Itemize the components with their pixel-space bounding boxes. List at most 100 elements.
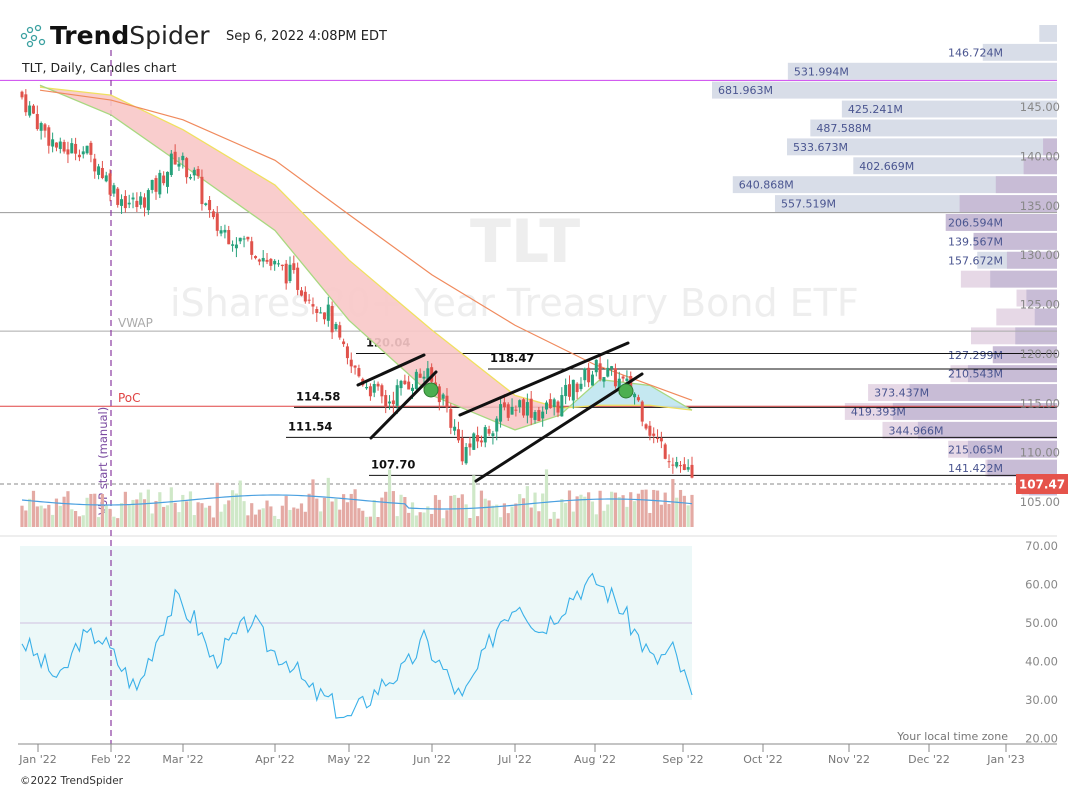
price-axis-label: 125.00 — [1020, 298, 1060, 312]
candle-down — [445, 395, 449, 408]
candle-down — [368, 386, 372, 397]
volume-bar — [422, 512, 426, 527]
candle-up — [127, 202, 131, 205]
candle-up — [464, 447, 468, 464]
volume-bar — [590, 501, 595, 527]
volume-bar — [594, 514, 598, 527]
volume-bar — [564, 502, 568, 527]
candle-up — [188, 177, 192, 179]
candle-down — [66, 149, 70, 155]
volume-bar — [407, 512, 411, 527]
candle-down — [621, 376, 625, 379]
candle-up — [177, 163, 181, 167]
price-axis-label: 115.00 — [1020, 396, 1060, 410]
candle-up — [395, 385, 399, 406]
candle-down — [162, 175, 166, 184]
volume-bar — [387, 469, 392, 527]
candle-down — [648, 425, 652, 436]
candle-down — [173, 151, 177, 165]
volume-profile-recent-bar — [917, 421, 1057, 439]
price-level-label: 111.54 — [288, 419, 332, 433]
volume-bar — [414, 515, 418, 527]
vbp-start-label: VbP start (manual) — [96, 407, 110, 515]
watermark-symbol: TLT — [470, 207, 580, 277]
candle-up — [146, 190, 150, 211]
candle-up — [411, 387, 415, 391]
volume-bar — [453, 495, 457, 527]
candle-down — [437, 386, 441, 403]
candle-up — [564, 384, 568, 397]
volume-bar — [139, 492, 143, 527]
candle-down — [307, 299, 311, 301]
cloud-bearish — [40, 85, 560, 430]
candle-down — [311, 304, 315, 307]
volume-bar — [47, 504, 51, 527]
volume-bar — [250, 503, 254, 527]
candle-up — [399, 380, 403, 389]
volume-bar — [430, 513, 434, 527]
candle-down — [24, 94, 28, 113]
volume-bar — [487, 500, 491, 527]
volume-bar — [158, 492, 162, 527]
volume-bar — [330, 501, 334, 527]
volume-bar — [81, 515, 85, 527]
timezone-note[interactable]: Your local time zone — [896, 730, 1008, 743]
volume-bar — [602, 510, 606, 527]
candle-down — [208, 200, 212, 211]
volume-bar — [506, 513, 510, 527]
volume-bar — [476, 516, 480, 527]
candle-up — [633, 393, 637, 398]
volume-bar — [311, 479, 315, 527]
rsi-line — [21, 572, 693, 719]
candle-down — [269, 258, 273, 266]
volume-bar — [468, 517, 472, 527]
volume-bar — [296, 508, 300, 527]
price-axis-label: 140.00 — [1020, 149, 1060, 163]
candle-down — [575, 383, 579, 393]
candle-down — [196, 168, 200, 176]
volume-profile-label: 487.588M — [816, 122, 871, 135]
candle-up — [552, 399, 556, 408]
candle-down — [640, 401, 644, 422]
volume-bar — [682, 495, 686, 527]
candle-down — [74, 143, 78, 154]
candle-up — [165, 171, 169, 187]
candle-up — [617, 378, 621, 389]
volume-bar — [162, 506, 166, 527]
candle-down — [200, 176, 204, 205]
candle-up — [273, 260, 277, 265]
candle-down — [567, 384, 571, 397]
candle-up — [483, 427, 487, 443]
trendline — [474, 372, 644, 483]
volume-bar — [376, 517, 380, 527]
volume-profile-label: 681.963M — [718, 84, 773, 97]
rsi-axis-label: 70.00 — [1025, 539, 1058, 553]
volume-bar — [131, 499, 135, 527]
volume-bar — [678, 489, 683, 527]
volume-bar — [644, 489, 648, 527]
volume-bar — [211, 517, 216, 527]
candle-down — [54, 142, 58, 148]
candle-down — [100, 167, 104, 179]
volume-bar — [338, 509, 342, 527]
volume-bar — [276, 518, 281, 527]
volume-bar — [391, 491, 395, 527]
time-axis-label: Jul '22 — [497, 753, 532, 766]
candle-up — [594, 359, 598, 373]
candle-down — [487, 429, 491, 434]
volume-bar — [491, 505, 495, 527]
candle-down — [556, 401, 560, 413]
candle-down — [529, 398, 533, 418]
volume-profile-bar — [841, 100, 1057, 118]
volume-bar — [292, 507, 296, 527]
volume-bar — [472, 475, 476, 527]
candle-down — [460, 438, 464, 462]
volume-bar — [238, 480, 242, 527]
volume-bar — [116, 518, 120, 527]
volume-bar — [273, 515, 277, 527]
volume-profile-label: 402.669M — [859, 160, 914, 173]
candle-down — [456, 429, 460, 441]
candle-up — [326, 304, 330, 321]
volume-bar — [648, 512, 652, 527]
